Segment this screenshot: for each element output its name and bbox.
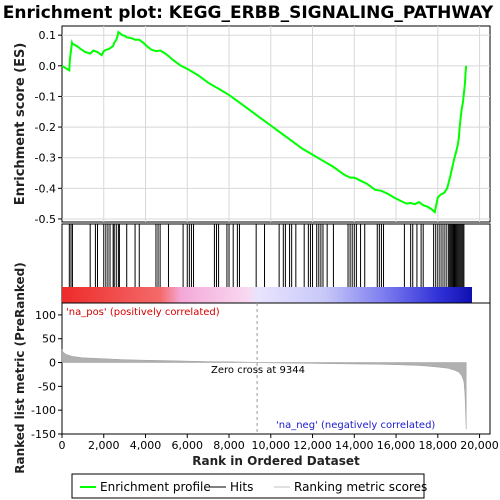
es-gridlines bbox=[62, 26, 490, 222]
metric-y-tick-label: -50 bbox=[38, 380, 56, 393]
metric-y-tick-label: -100 bbox=[31, 404, 56, 417]
es-y-tick-label: -0.3 bbox=[35, 152, 56, 165]
es-y-axis-label: Enrichment score (ES) bbox=[13, 43, 28, 206]
hit-marks bbox=[68, 224, 465, 287]
es-y-tick-label: -0.5 bbox=[35, 213, 56, 226]
es-y-ticks: 0.1 0.0 -0.1 -0.2 -0.3 -0.4 -0.5 bbox=[35, 29, 62, 226]
metric-x-ticks: 0 2,000 4,000 6,000 8,000 10,000 12,000 14,000 1… bbox=[59, 434, 499, 452]
pos-annotation: 'na_pos' (positively correlated) bbox=[66, 307, 220, 318]
neg-annotation: 'na_neg' (negatively correlated) bbox=[276, 420, 435, 431]
es-y-tick-label: -0.2 bbox=[35, 121, 56, 134]
metric-y-ticks: 100 50 0 -50 -100 -150 bbox=[31, 309, 62, 441]
legend-metric-label: Ranking metric scores bbox=[294, 480, 427, 494]
es-y-tick-label: -0.1 bbox=[35, 90, 56, 103]
metric-x-tick-label: 4,000 bbox=[130, 439, 162, 452]
metric-x-tick-label: 18,000 bbox=[419, 439, 458, 452]
rank-color-bar bbox=[62, 287, 472, 303]
enrichment-profile-line bbox=[61, 30, 468, 215]
metric-x-tick-label: 14,000 bbox=[335, 439, 374, 452]
metric-x-tick-label: 2,000 bbox=[88, 439, 120, 452]
metric-x-tick-label: 16,000 bbox=[377, 439, 416, 452]
metric-y-tick-label: 50 bbox=[42, 333, 56, 346]
metric-x-tick-label: 8,000 bbox=[213, 439, 245, 452]
legend: Enrichment profile Hits Ranking metric s… bbox=[71, 473, 427, 499]
metric-panel-frame bbox=[61, 302, 491, 435]
ranking-metric-area bbox=[61, 349, 467, 430]
es-panel: 0.1 0.0 -0.1 -0.2 -0.3 -0.4 -0.5 Enrichment sc… bbox=[13, 25, 491, 226]
metric-y-tick-label: -150 bbox=[31, 428, 56, 441]
metric-x-tick-label: 10,000 bbox=[252, 439, 291, 452]
hits-panel bbox=[61, 223, 491, 304]
metric-y-tick-label: 0 bbox=[49, 357, 56, 370]
es-panel-frame bbox=[61, 25, 491, 223]
legend-frame bbox=[71, 473, 425, 499]
metric-y-tick-label: 100 bbox=[35, 309, 56, 322]
metric-x-axis-label: Rank in Ordered Dataset bbox=[192, 454, 360, 468]
legend-hits-label: Hits bbox=[230, 480, 253, 494]
metric-x-tick-label: 12,000 bbox=[293, 439, 332, 452]
chart-title: Enrichment plot: KEGG_ERBB_SIGNALING_PAT… bbox=[3, 3, 494, 23]
metric-y-axis-label: Ranked list metric (PreRanked) bbox=[13, 262, 27, 474]
metric-x-tick-label: 6,000 bbox=[172, 439, 204, 452]
es-y-tick-label: 0.0 bbox=[39, 60, 57, 73]
metric-x-tick-label: 20,000 bbox=[460, 439, 499, 452]
es-y-tick-label: -0.4 bbox=[35, 182, 56, 195]
legend-profile-label: Enrichment profile bbox=[100, 480, 211, 494]
metric-panel: 100 50 0 -50 -100 -150 0 2,000 4,000 6,000 8,000 1… bbox=[13, 262, 499, 474]
zero-cross-annotation: Zero cross at 9344 bbox=[211, 365, 305, 376]
es-y-tick-label: 0.1 bbox=[39, 29, 57, 42]
metric-x-tick-label: 0 bbox=[59, 439, 66, 452]
